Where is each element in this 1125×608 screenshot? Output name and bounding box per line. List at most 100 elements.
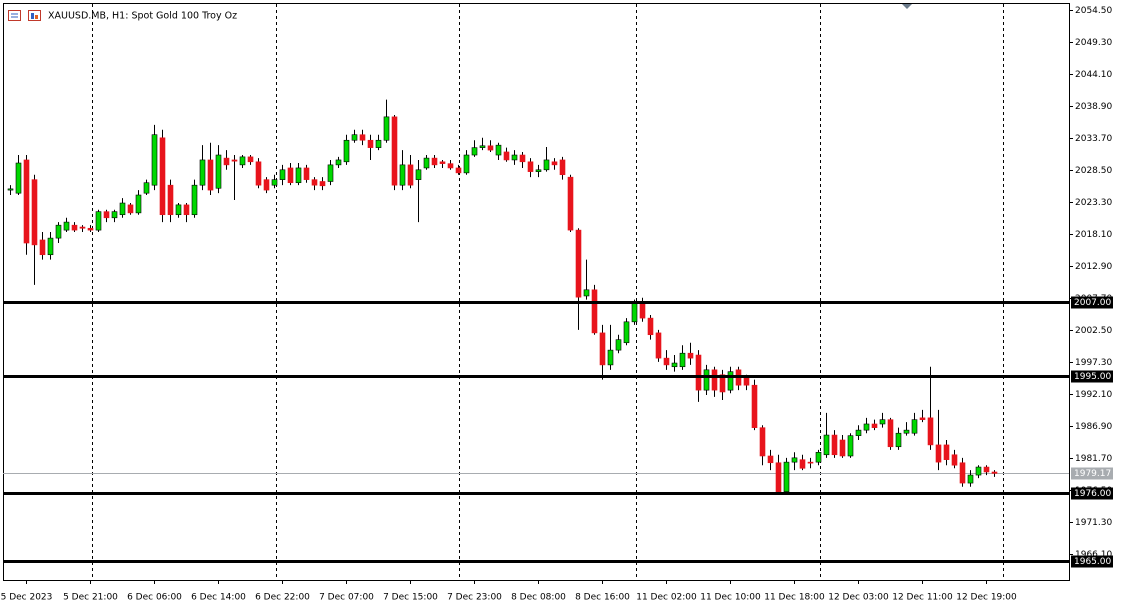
candle-body bbox=[119, 202, 126, 216]
candle-body bbox=[951, 454, 958, 466]
candle-body bbox=[703, 369, 710, 391]
candle-body bbox=[591, 289, 598, 334]
candle-body bbox=[199, 159, 206, 186]
candle-body bbox=[351, 134, 358, 141]
candle-body bbox=[863, 423, 870, 431]
candle-body bbox=[175, 204, 182, 216]
x-tick-label: 5 Dec 2023 bbox=[1, 593, 53, 603]
x-tick-label: 6 Dec 22:00 bbox=[255, 593, 310, 603]
candle-body bbox=[367, 139, 374, 148]
candle-body bbox=[231, 159, 238, 162]
candle-body bbox=[207, 159, 214, 191]
candle-body bbox=[455, 167, 462, 174]
x-tick-label: 6 Dec 06:00 bbox=[127, 593, 182, 603]
x-tick-label: 7 Dec 15:00 bbox=[383, 593, 438, 603]
candle-body bbox=[223, 157, 230, 166]
y-tick-label: 1992.10 bbox=[1075, 390, 1112, 400]
candle-body bbox=[31, 179, 38, 246]
candle-body bbox=[111, 211, 118, 219]
x-tick-label: 12 Dec 11:00 bbox=[892, 593, 953, 603]
candle-body bbox=[943, 444, 950, 460]
candle-body bbox=[383, 116, 390, 141]
candle-body bbox=[399, 164, 406, 186]
y-tick-label: 2049.30 bbox=[1075, 38, 1112, 48]
x-tick-label: 11 Dec 18:00 bbox=[764, 593, 825, 603]
candle-body bbox=[711, 369, 718, 391]
y-tick-label: 1986.90 bbox=[1075, 422, 1112, 432]
candle-body bbox=[447, 163, 454, 169]
candle-body bbox=[767, 455, 774, 464]
y-tick-label: 2002.50 bbox=[1075, 326, 1112, 336]
candle-body bbox=[935, 444, 942, 463]
candle-body bbox=[375, 139, 382, 148]
candle-body bbox=[583, 289, 590, 297]
candle-body bbox=[815, 451, 822, 463]
y-tick-label: 2044.10 bbox=[1075, 70, 1112, 80]
candle-body bbox=[543, 159, 550, 171]
candle-body bbox=[559, 159, 566, 176]
plot-frame bbox=[3, 3, 1070, 581]
candle-body bbox=[503, 151, 510, 161]
candle-body bbox=[599, 332, 606, 366]
x-tick-label: 7 Dec 07:00 bbox=[319, 593, 374, 603]
candle-body bbox=[831, 434, 838, 456]
candle-body bbox=[95, 211, 102, 231]
last-price-label: 1979.17 bbox=[1074, 469, 1111, 479]
candle-body bbox=[991, 471, 998, 474]
candle-body bbox=[247, 156, 254, 163]
candle-body bbox=[631, 302, 638, 323]
candle-body bbox=[791, 457, 798, 463]
candle-body bbox=[567, 176, 574, 231]
y-tick-label: 2018.10 bbox=[1075, 230, 1112, 240]
candle-body bbox=[983, 466, 990, 473]
y-tick-label: 1997.30 bbox=[1075, 358, 1112, 368]
candle-body bbox=[143, 182, 150, 194]
candle-body bbox=[967, 474, 974, 484]
candle-body bbox=[519, 154, 526, 163]
y-tick-label: 2012.90 bbox=[1075, 262, 1112, 272]
symbol-icons bbox=[8, 10, 41, 21]
candle-body bbox=[391, 116, 398, 186]
candle-body bbox=[319, 181, 326, 187]
candle-body bbox=[551, 161, 558, 166]
candle-body bbox=[759, 427, 766, 457]
candle-body bbox=[359, 134, 366, 141]
candle-body bbox=[687, 352, 694, 359]
candle-body bbox=[655, 332, 662, 359]
candle-body bbox=[423, 157, 430, 169]
candle-body bbox=[327, 164, 334, 182]
y-tick-label: 2054.50 bbox=[1075, 6, 1112, 16]
candle-body bbox=[135, 194, 142, 214]
icon bbox=[8, 10, 21, 21]
candle-body bbox=[887, 419, 894, 448]
x-tick-label: 12 Dec 19:00 bbox=[956, 593, 1017, 603]
candle-body bbox=[799, 459, 806, 469]
candle-body bbox=[263, 179, 270, 191]
candle-body bbox=[127, 204, 134, 214]
x-tick-label: 12 Dec 03:00 bbox=[828, 593, 889, 603]
level-label-box bbox=[1071, 370, 1113, 383]
candle-body bbox=[335, 159, 342, 166]
candle-body bbox=[479, 145, 486, 148]
candle-body bbox=[279, 169, 286, 180]
candle-body bbox=[71, 224, 78, 231]
candle-body bbox=[959, 462, 966, 484]
candle-body bbox=[647, 317, 654, 336]
level-label-box bbox=[1071, 555, 1113, 568]
candle-body bbox=[311, 179, 318, 186]
candle-body bbox=[927, 417, 934, 446]
x-tick-label: 8 Dec 08:00 bbox=[511, 593, 566, 603]
candle-body bbox=[783, 461, 790, 492]
y-tick-label: 1981.70 bbox=[1075, 454, 1112, 464]
level-label: 1965.00 bbox=[1074, 557, 1111, 567]
candle-body bbox=[903, 429, 910, 434]
y-tick-label: 2038.90 bbox=[1075, 102, 1112, 112]
candle-body bbox=[159, 137, 166, 216]
candle-body bbox=[919, 417, 926, 420]
candle-body bbox=[471, 147, 478, 156]
candle-body bbox=[895, 432, 902, 448]
candle-body bbox=[775, 462, 782, 492]
y-tick-label: 2033.70 bbox=[1075, 134, 1112, 144]
candle-body bbox=[719, 374, 726, 393]
